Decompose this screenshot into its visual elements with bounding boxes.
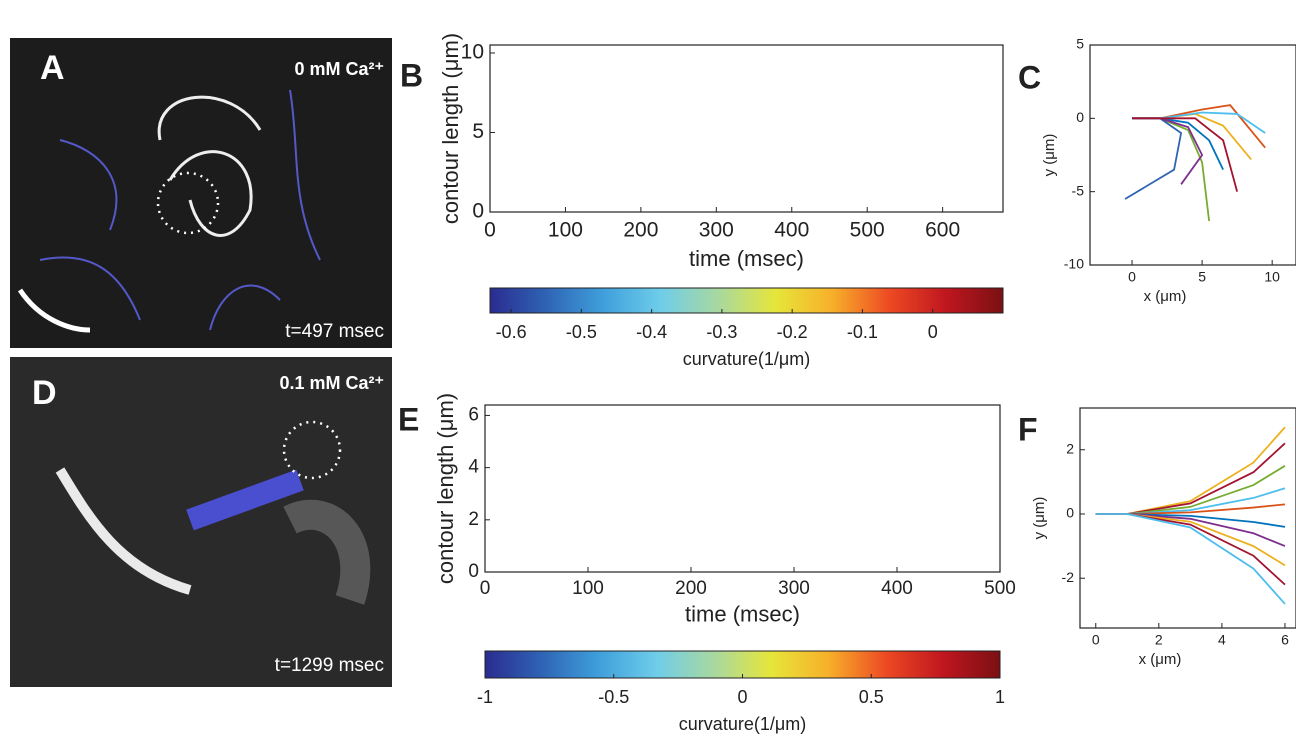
- x-tick-label: 0: [1128, 268, 1136, 284]
- time-label: t=1299 msec: [275, 655, 384, 676]
- chart-line: 0 5 10 -10 -5 0 5 x (μm) y (μm) C: [1018, 36, 1296, 305]
- condition-label: 0.1 mM Ca²⁺: [279, 373, 384, 393]
- curve: [1132, 117, 1239, 192]
- colorbar-tick-label: 0: [737, 687, 747, 707]
- chart-heatmap: 0 100 200 300 400 500 600 0 5 10 time (msec) contou…: [400, 33, 1004, 369]
- colorbar-tick-label: -1: [477, 687, 493, 707]
- curve: [1132, 104, 1266, 149]
- plot-frame: [1089, 44, 1296, 266]
- y-axis-label: contour length (μm): [438, 33, 463, 224]
- x-tick-label: 6: [1281, 631, 1289, 647]
- y-tick-label: -5: [1072, 182, 1085, 198]
- y-tick-label: 0: [472, 200, 484, 223]
- panel-letter: C: [1018, 59, 1041, 95]
- x-tick-label: 400: [881, 578, 913, 599]
- colorbar-tick-label: -0.6: [496, 322, 527, 342]
- micrograph-a: A 0 mM Ca²⁺ t=497 msec: [10, 38, 392, 348]
- y-tick-label: 0: [1076, 109, 1084, 125]
- colorbar-tick-label: 0.5: [859, 687, 884, 707]
- x-tick-label: 400: [774, 218, 809, 241]
- curve: [1095, 513, 1286, 586]
- colorbar-tick-label: -0.3: [706, 322, 737, 342]
- curve: [1095, 513, 1286, 547]
- chart-heatmap: 0 100 200 300 400 500 0 2 4 6 time (msec) contour l…: [398, 393, 1016, 734]
- curve: [1132, 117, 1211, 222]
- x-tick-label: 500: [850, 218, 885, 241]
- colorbar-tick-label: -0.5: [566, 322, 597, 342]
- colorbar-tick-label: -0.2: [777, 322, 808, 342]
- colorbar-tick-label: 1: [995, 687, 1005, 707]
- colorbar-label: curvature(1/μm): [679, 714, 806, 734]
- time-label: t=497 msec: [285, 321, 384, 342]
- y-tick-label: 4: [468, 457, 479, 478]
- x-axis-label: time (msec): [689, 246, 804, 271]
- panel-letter: D: [32, 374, 57, 412]
- heatmap-texture: [485, 405, 1000, 572]
- y-tick-label: -10: [1064, 256, 1084, 272]
- y-tick-label: 5: [1076, 36, 1084, 52]
- colorbar-tick-label: -0.1: [847, 322, 878, 342]
- colorbar-label: curvature(1/μm): [683, 349, 810, 369]
- panel-letter: A: [40, 49, 65, 87]
- curve: [1124, 117, 1183, 200]
- curve: [1095, 513, 1286, 605]
- curve: [1095, 442, 1286, 515]
- y-tick-label: 5: [472, 120, 484, 143]
- plot-frame: [489, 44, 1004, 213]
- x-tick-label: 0: [484, 218, 496, 241]
- x-tick-label: 500: [984, 578, 1016, 599]
- y-tick-label: 2: [468, 509, 479, 530]
- x-tick-label: 10: [1264, 268, 1280, 284]
- colorbar: [484, 650, 1001, 679]
- plot-frame: [1079, 407, 1296, 629]
- panel-letter: B: [400, 57, 423, 93]
- y-tick-label: 10: [461, 40, 484, 63]
- y-axis-label: y (μm): [1031, 497, 1048, 540]
- x-axis-label: x (μm): [1139, 651, 1182, 668]
- x-tick-label: 2: [1155, 631, 1163, 647]
- x-tick-label: 600: [925, 218, 960, 241]
- condition-label: 0 mM Ca²⁺: [294, 59, 384, 79]
- panel-letter: F: [1018, 411, 1038, 447]
- x-tick-label: 100: [572, 578, 604, 599]
- y-tick-label: -2: [1062, 569, 1075, 585]
- x-axis-label: x (μm): [1144, 288, 1187, 305]
- y-tick-label: 2: [1066, 440, 1074, 456]
- y-axis-label: y (μm): [1041, 134, 1058, 177]
- heatmap-texture: [490, 45, 1003, 212]
- x-tick-label: 0: [480, 578, 491, 599]
- curve: [1095, 426, 1286, 515]
- x-axis-label: time (msec): [685, 602, 800, 627]
- micrograph-d: D 0.1 mM Ca²⁺ t=1299 msec: [10, 357, 392, 687]
- colorbar-tick-label: 0: [928, 322, 938, 342]
- x-tick-label: 100: [548, 218, 583, 241]
- x-tick-label: 4: [1218, 631, 1226, 647]
- colorbar-tick-label: -0.5: [598, 687, 629, 707]
- x-tick-label: 200: [623, 218, 658, 241]
- x-tick-label: 200: [675, 578, 707, 599]
- y-tick-label: 0: [1066, 505, 1074, 521]
- x-tick-label: 300: [778, 578, 810, 599]
- y-axis-label: contour length (μm): [433, 393, 458, 584]
- colorbar-tick-label: -0.4: [636, 322, 667, 342]
- chart-line: 0 2 4 6 -2 0 2 x (μm) y (μm) F: [1018, 407, 1296, 668]
- panel-letter: E: [398, 401, 419, 437]
- x-tick-label: 0: [1092, 631, 1100, 647]
- x-tick-label: 5: [1198, 268, 1206, 284]
- plot-frame: [484, 404, 1001, 573]
- y-tick-label: 0: [468, 561, 479, 582]
- curve: [1095, 503, 1286, 515]
- x-tick-label: 300: [699, 218, 734, 241]
- y-tick-label: 6: [468, 404, 479, 425]
- colorbar: [489, 287, 1004, 314]
